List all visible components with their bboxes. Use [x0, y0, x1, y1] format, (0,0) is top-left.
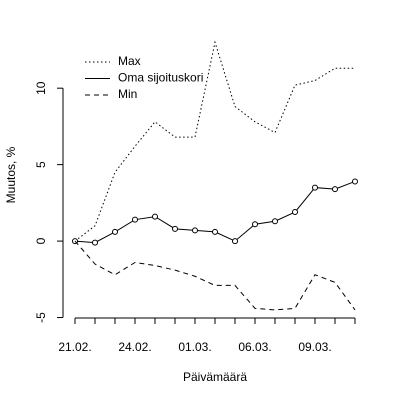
point: [152, 213, 158, 220]
legend-label: Min: [118, 87, 137, 101]
y-tick-label: 0: [34, 237, 48, 244]
series-line: [74, 40, 355, 242]
x-tick-label: 21.02.: [58, 340, 91, 354]
point: [352, 178, 358, 185]
point: [172, 225, 178, 232]
y-tick-label: -5: [34, 312, 48, 323]
y-tick-label: 5: [34, 161, 48, 168]
point: [312, 184, 318, 191]
x-axis-label: Päivämäärä: [183, 370, 247, 384]
y-tick-label: 10: [34, 81, 48, 95]
x-tick-label: 01.03.: [178, 340, 211, 354]
point: [232, 238, 238, 245]
series-line: [74, 240, 356, 311]
point: [292, 209, 298, 216]
point: [192, 227, 198, 234]
point: [132, 216, 138, 223]
x-tick-label: 09.03.: [298, 340, 331, 354]
point: [272, 218, 278, 225]
point: [92, 239, 98, 246]
point: [332, 186, 338, 193]
point: [252, 221, 258, 228]
point: [112, 228, 118, 235]
point: [212, 228, 218, 235]
x-tick-label: 24.02.: [118, 340, 151, 354]
y-axis-label: Muutos, %: [4, 146, 18, 203]
legend-label: Oma sijoituskori: [118, 71, 203, 85]
x-tick-label: 06.03.: [238, 340, 271, 354]
legend-label: Max: [118, 54, 141, 68]
